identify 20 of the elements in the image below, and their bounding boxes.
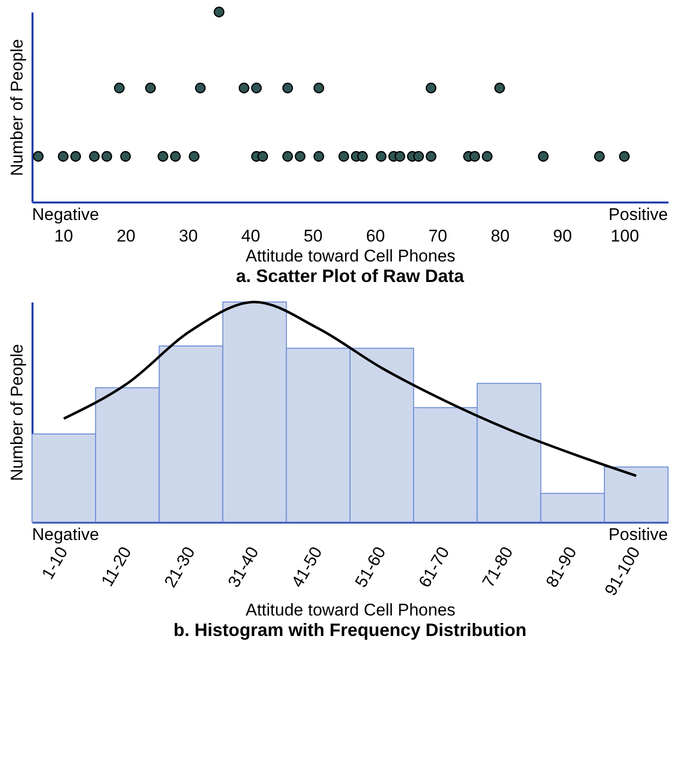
- text: Negative: [32, 205, 100, 224]
- text: Positive: [608, 205, 668, 224]
- text: Negative: [32, 525, 100, 544]
- x-axis-title: Attitude toward Cell Phones: [246, 600, 456, 620]
- x-tick-label: 70: [428, 226, 448, 246]
- y-axis-title: Number of People: [8, 344, 26, 482]
- x-tick-label: 100: [610, 226, 640, 246]
- x-tick-label: 60: [366, 226, 385, 246]
- x-tick-label: 50: [304, 226, 323, 246]
- x-tick-label: 20: [116, 226, 136, 246]
- x-tick-label: 10: [54, 226, 74, 246]
- x-tick-label: 90: [553, 226, 572, 246]
- text: b. Histogram with Frequency Distribution: [173, 620, 527, 640]
- x-axis-title: Attitude toward Cell Phones: [246, 246, 456, 266]
- y-axis-title: Number of People: [8, 38, 26, 176]
- text: Positive: [608, 525, 668, 544]
- x-tick-label: 40: [241, 226, 260, 246]
- x-tick-label: 30: [178, 226, 198, 246]
- text: a. Scatter Plot of Raw Data: [236, 266, 466, 286]
- x-tick-label: 80: [490, 226, 510, 246]
